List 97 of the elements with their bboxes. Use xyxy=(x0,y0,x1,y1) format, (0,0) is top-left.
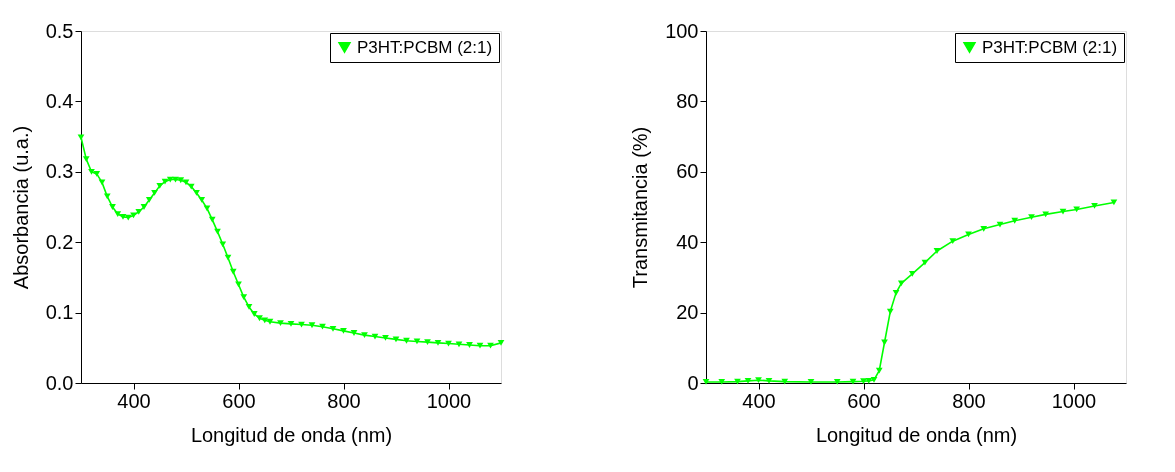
point xyxy=(933,248,941,254)
point xyxy=(219,241,227,248)
x-axis-title: Longitud de onda (nm) xyxy=(815,423,1018,446)
point xyxy=(865,377,873,384)
point xyxy=(744,377,752,384)
point xyxy=(403,337,410,344)
point xyxy=(277,320,284,327)
y-axis-title: Absorbancia (u.a.) xyxy=(9,125,32,290)
x-tick-label: 1000 xyxy=(1051,389,1097,412)
point xyxy=(466,342,473,348)
x-tick-label: 600 xyxy=(222,389,256,412)
x-tick-label: 800 xyxy=(952,389,986,412)
point xyxy=(350,330,358,336)
point xyxy=(256,315,263,322)
y-tick-label: 20 xyxy=(676,301,699,324)
point xyxy=(140,204,148,210)
point xyxy=(119,213,127,220)
point xyxy=(151,190,158,196)
point xyxy=(109,204,116,210)
point xyxy=(908,270,916,277)
point xyxy=(245,304,253,310)
point xyxy=(156,182,164,189)
point xyxy=(287,320,295,327)
point xyxy=(1091,203,1098,209)
point xyxy=(266,318,274,325)
point xyxy=(77,134,85,141)
y-tick-label: 0.2 xyxy=(45,230,74,253)
point xyxy=(177,177,185,184)
y-tick-label: 0.4 xyxy=(45,89,74,112)
point xyxy=(765,377,773,384)
y-tick-label: 0 xyxy=(687,371,699,394)
point xyxy=(319,323,326,330)
point xyxy=(807,379,815,385)
point xyxy=(424,339,431,346)
point xyxy=(214,228,221,235)
point xyxy=(892,289,900,296)
point xyxy=(82,156,90,163)
point xyxy=(98,179,106,186)
y-tick-label: 40 xyxy=(676,230,699,253)
point xyxy=(949,238,957,245)
y-tick-label: 0.0 xyxy=(45,371,74,394)
point xyxy=(361,332,368,339)
point xyxy=(88,168,95,175)
point xyxy=(224,254,232,261)
point xyxy=(1028,214,1035,221)
point xyxy=(392,336,400,343)
point xyxy=(329,325,337,332)
point xyxy=(755,377,762,384)
point xyxy=(382,335,389,341)
point xyxy=(1011,217,1019,224)
y-tick-label: 0.5 xyxy=(45,19,74,42)
point xyxy=(208,216,216,223)
point xyxy=(182,179,190,186)
point xyxy=(434,339,442,346)
y-tick-label: 0.1 xyxy=(45,301,74,324)
y-tick-label: 80 xyxy=(676,89,699,112)
y-tick-label: 0.3 xyxy=(45,160,74,183)
point xyxy=(487,342,494,349)
point xyxy=(996,221,1004,228)
point xyxy=(897,280,905,287)
point xyxy=(497,339,505,346)
x-tick-label: 800 xyxy=(327,389,361,412)
point xyxy=(870,376,878,383)
point xyxy=(193,190,200,196)
point xyxy=(875,367,883,374)
y-tick-label: 100 xyxy=(665,19,699,42)
point xyxy=(340,328,347,334)
point xyxy=(161,178,169,185)
x-tick-label: 400 xyxy=(742,389,776,412)
y-axis-title: Transmitancia (%) xyxy=(629,126,652,289)
point xyxy=(849,378,857,385)
point xyxy=(455,341,463,348)
point xyxy=(261,317,269,324)
point xyxy=(198,197,206,203)
point xyxy=(718,379,726,385)
point xyxy=(1059,208,1067,215)
point xyxy=(250,311,258,317)
point xyxy=(476,342,484,349)
point xyxy=(240,294,248,301)
point xyxy=(833,379,841,385)
point xyxy=(308,322,316,329)
point xyxy=(980,225,988,232)
x-axis-title: Longitud de onda (nm) xyxy=(190,423,393,446)
x-tick-label: 400 xyxy=(117,389,151,412)
legend-label: P3HT:PCBM (2:1) xyxy=(982,37,1118,57)
point xyxy=(1042,211,1050,218)
x-tick-label: 1000 xyxy=(426,389,472,412)
point xyxy=(860,378,867,385)
point xyxy=(135,209,143,215)
point xyxy=(93,171,101,177)
point xyxy=(145,197,153,203)
y-tick-label: 60 xyxy=(676,160,699,183)
legend-label: P3HT:PCBM (2:1) xyxy=(357,37,493,57)
point xyxy=(371,333,379,340)
point xyxy=(229,268,237,275)
point xyxy=(114,211,122,217)
x-tick-label: 600 xyxy=(847,389,881,412)
